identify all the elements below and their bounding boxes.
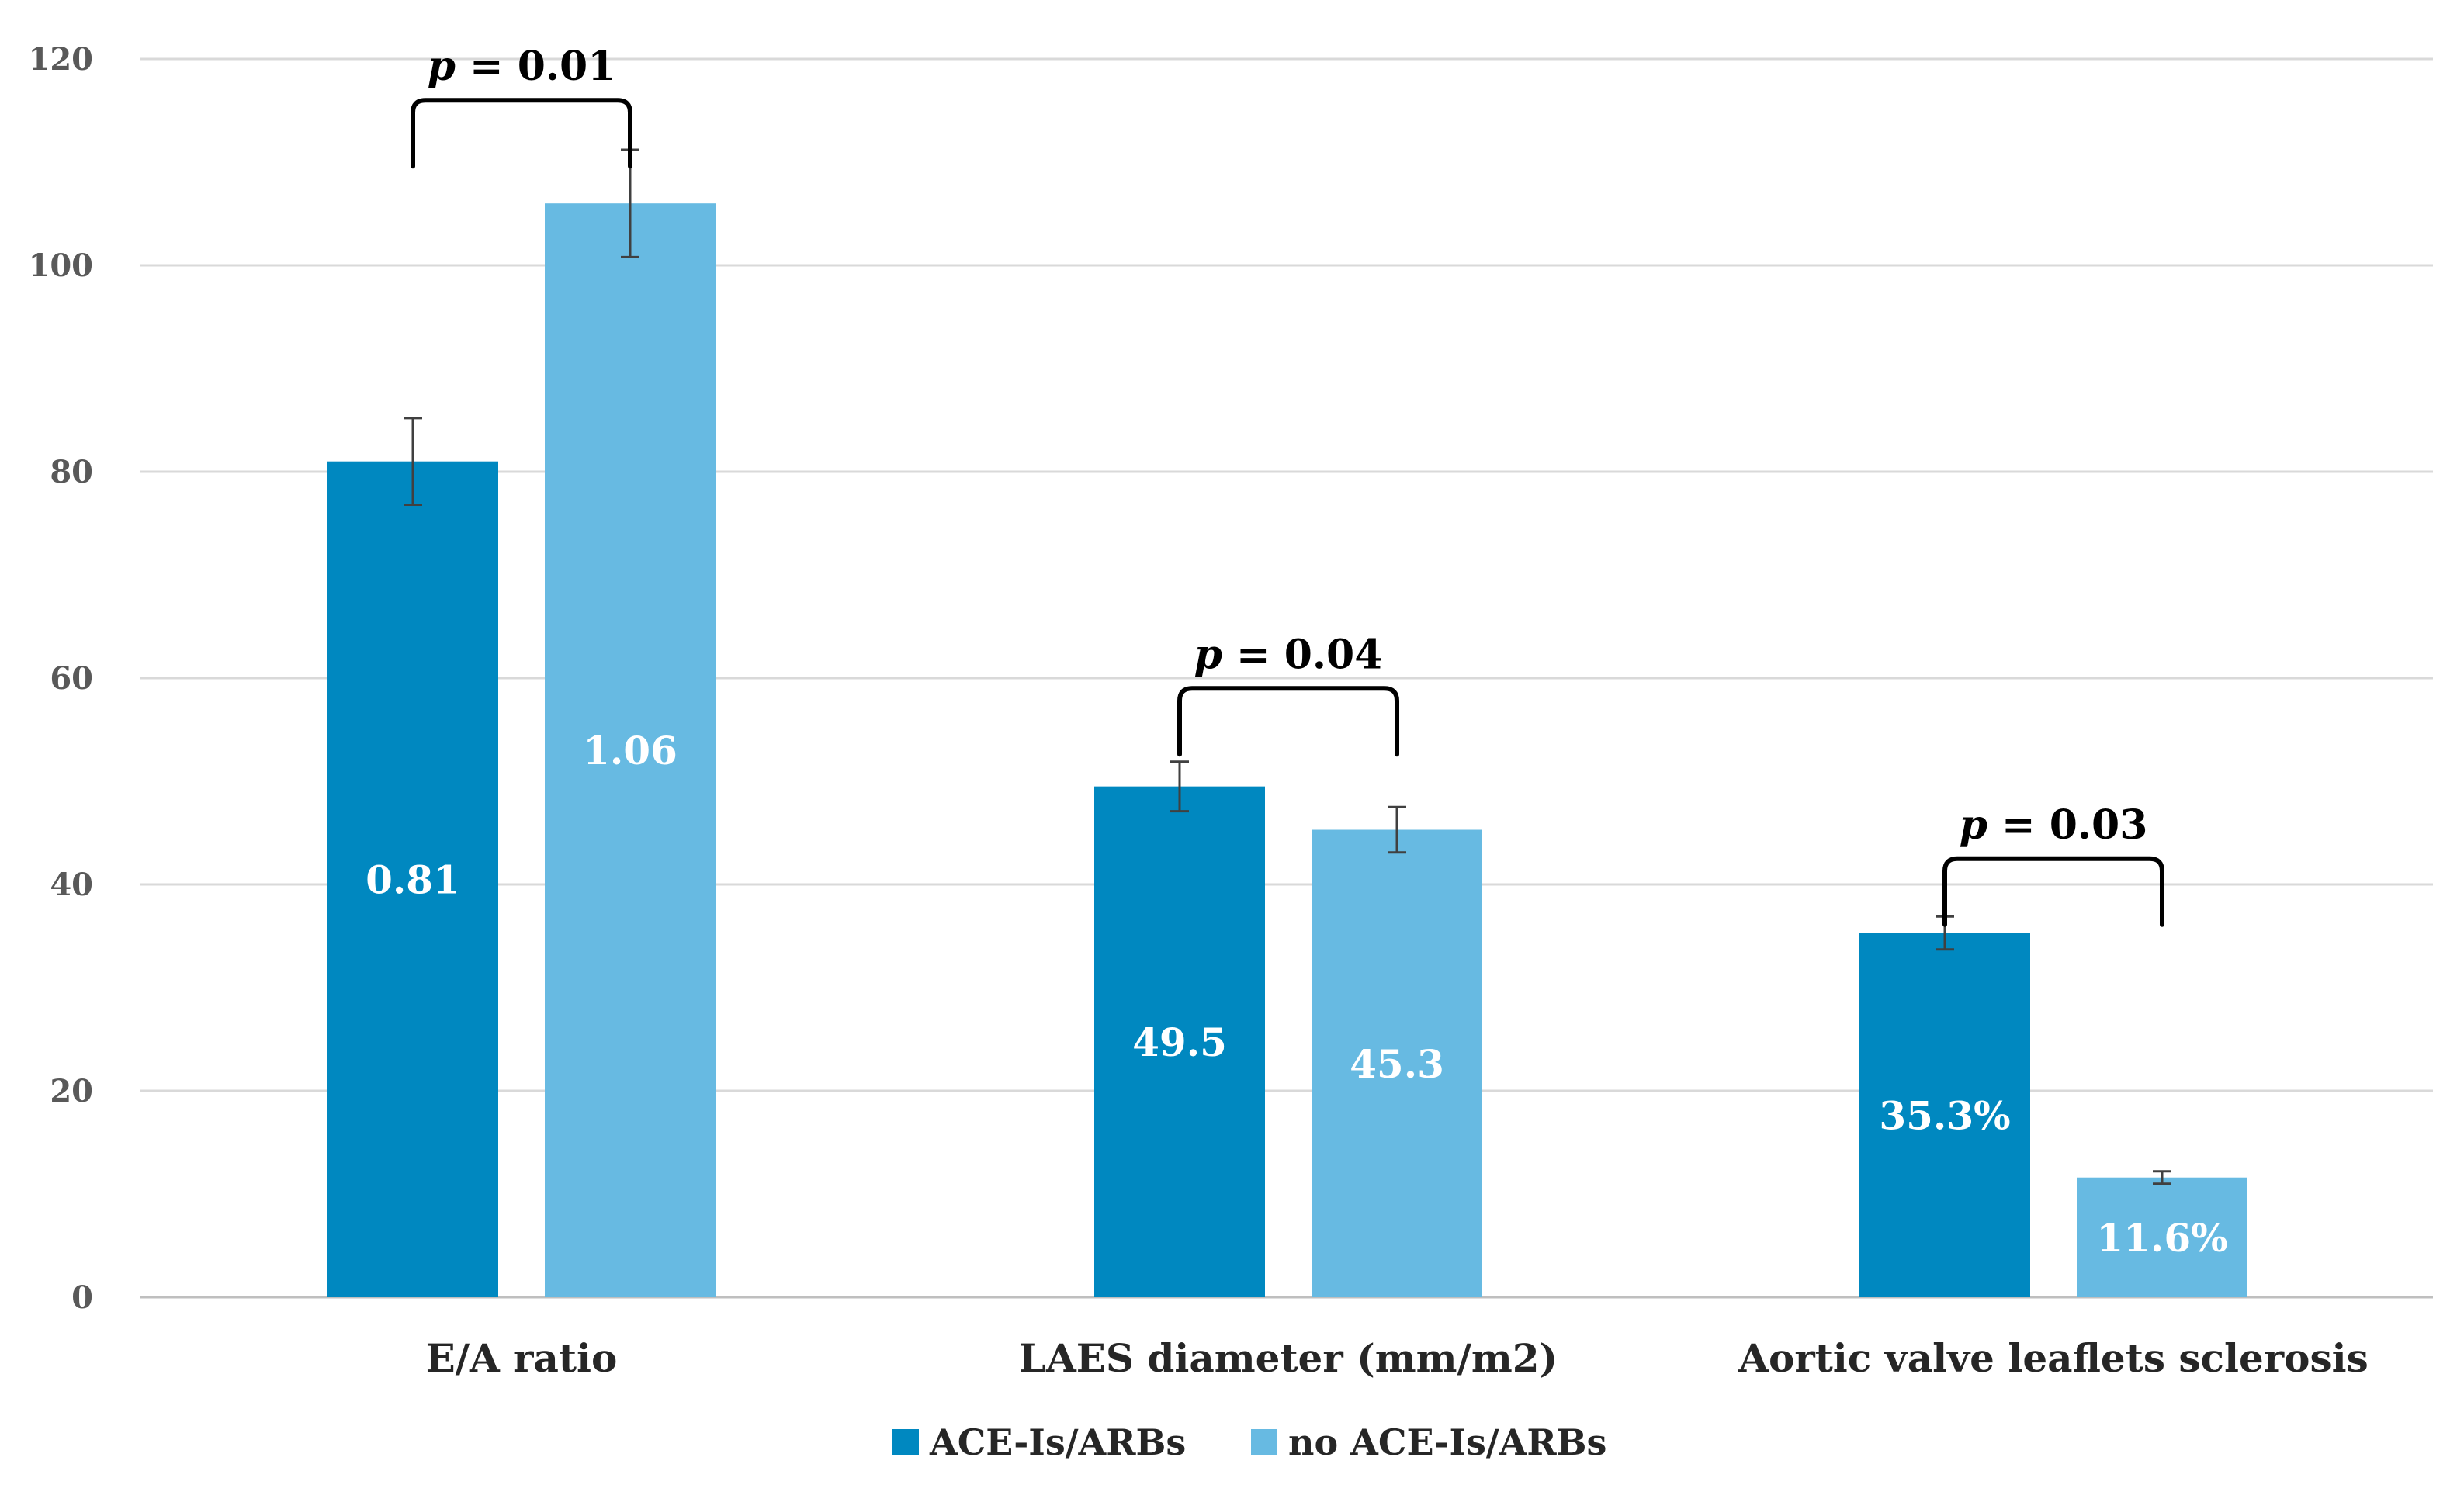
x-category-label-2: LAES diameter (mm/m2) bbox=[1019, 1335, 1558, 1381]
data-label-series1-cat2: 49.5 bbox=[1132, 1019, 1227, 1065]
p-value-label-3: p = 0.03 bbox=[1960, 801, 2148, 849]
significance-bracket-2 bbox=[1177, 686, 1399, 757]
y-tick-label-0: 0 bbox=[71, 1279, 93, 1316]
bar-series2-cat3 bbox=[2077, 1177, 2247, 1297]
legend-label-1: ACE-Is/ARBs bbox=[929, 1421, 1186, 1463]
p-value-label-2: p = 0.04 bbox=[1194, 631, 1383, 678]
data-label-series1-cat1: 0.81 bbox=[366, 857, 460, 902]
bar-series1-cat1 bbox=[327, 461, 498, 1298]
data-label-series1-cat3: 35.3% bbox=[1879, 1092, 2010, 1138]
bar-series1-cat2 bbox=[1094, 786, 1265, 1297]
x-category-label-1: E/A ratio bbox=[426, 1335, 618, 1381]
y-tick-label-40: 40 bbox=[50, 867, 93, 903]
y-tick-label-80: 80 bbox=[50, 454, 93, 490]
data-label-series2-cat2: 45.3 bbox=[1350, 1041, 1444, 1087]
legend-swatch-2 bbox=[1251, 1429, 1277, 1455]
p-value-label-1: p = 0.01 bbox=[428, 43, 616, 90]
data-label-series2-cat1: 1.06 bbox=[583, 728, 678, 774]
y-tick-label-60: 60 bbox=[50, 660, 93, 697]
y-tick-label-100: 100 bbox=[29, 247, 94, 284]
legend-swatch-1 bbox=[892, 1429, 919, 1455]
significance-bracket-1 bbox=[411, 98, 632, 169]
bar-series2-cat2 bbox=[1312, 829, 1482, 1297]
bar-series1-cat3 bbox=[1859, 933, 2030, 1297]
data-label-series2-cat3: 11.6% bbox=[2096, 1215, 2227, 1261]
bar-series2-cat1 bbox=[545, 203, 716, 1298]
x-category-label-3: Aortic valve leaflets sclerosis bbox=[1738, 1335, 2369, 1381]
legend-label-2: no ACE-Is/ARBs bbox=[1288, 1421, 1606, 1463]
significance-bracket-3 bbox=[1942, 856, 2164, 927]
y-tick-label-20: 20 bbox=[50, 1073, 93, 1109]
y-tick-label-120: 120 bbox=[29, 41, 94, 78]
